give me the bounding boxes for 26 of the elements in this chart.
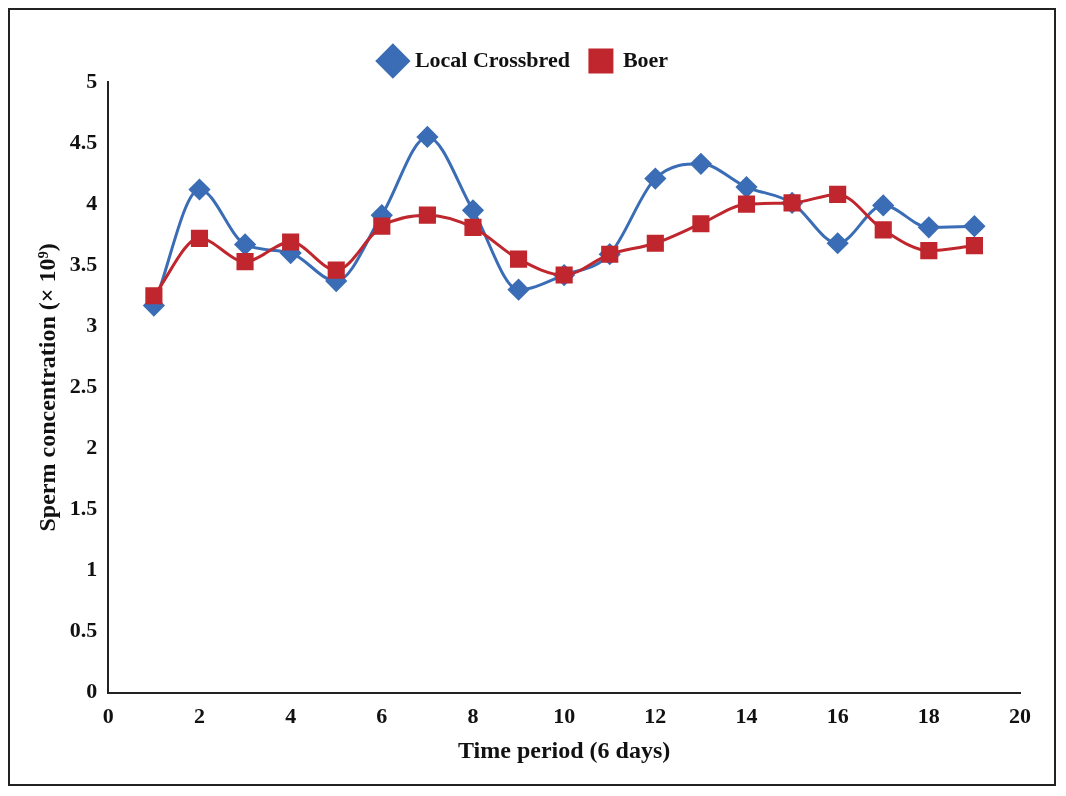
x-tick-label: 10 <box>553 702 576 728</box>
x-tick-label: 0 <box>102 702 114 728</box>
x-tick-label: 16 <box>826 702 849 728</box>
y-tick-label: 0.5 <box>69 617 98 643</box>
y-tick-label: 4 <box>86 189 98 215</box>
x-tick-label: 6 <box>376 702 388 728</box>
x-tick-label: 8 <box>467 702 479 728</box>
x-tick-label: 4 <box>285 702 297 728</box>
x-tick-label: 18 <box>917 702 940 728</box>
x-tick-label: 2 <box>193 702 205 728</box>
x-tick-label: 12 <box>644 702 667 728</box>
x-axis-title: Time period (6 days) <box>458 736 671 763</box>
legend-label: Local Crossbred <box>414 46 570 72</box>
y-tick-label: 2.5 <box>69 373 98 399</box>
y-tick-label: 5 <box>86 67 98 93</box>
x-tick-label: 14 <box>735 702 758 728</box>
y-tick-label: 1 <box>86 556 98 582</box>
y-tick-label: 0 <box>86 678 98 704</box>
y-tick-label: 3 <box>86 312 98 338</box>
y-axis-title: Sperm concentration (× 10⁹) <box>33 243 60 532</box>
y-tick-label: 1.5 <box>69 495 98 521</box>
x-tick-label: 20 <box>1009 702 1031 728</box>
y-tick-label: 2 <box>86 434 98 460</box>
legend-label: Boer <box>622 46 669 72</box>
y-tick-label: 3.5 <box>69 250 98 276</box>
y-tick-label: 4.5 <box>69 128 98 154</box>
